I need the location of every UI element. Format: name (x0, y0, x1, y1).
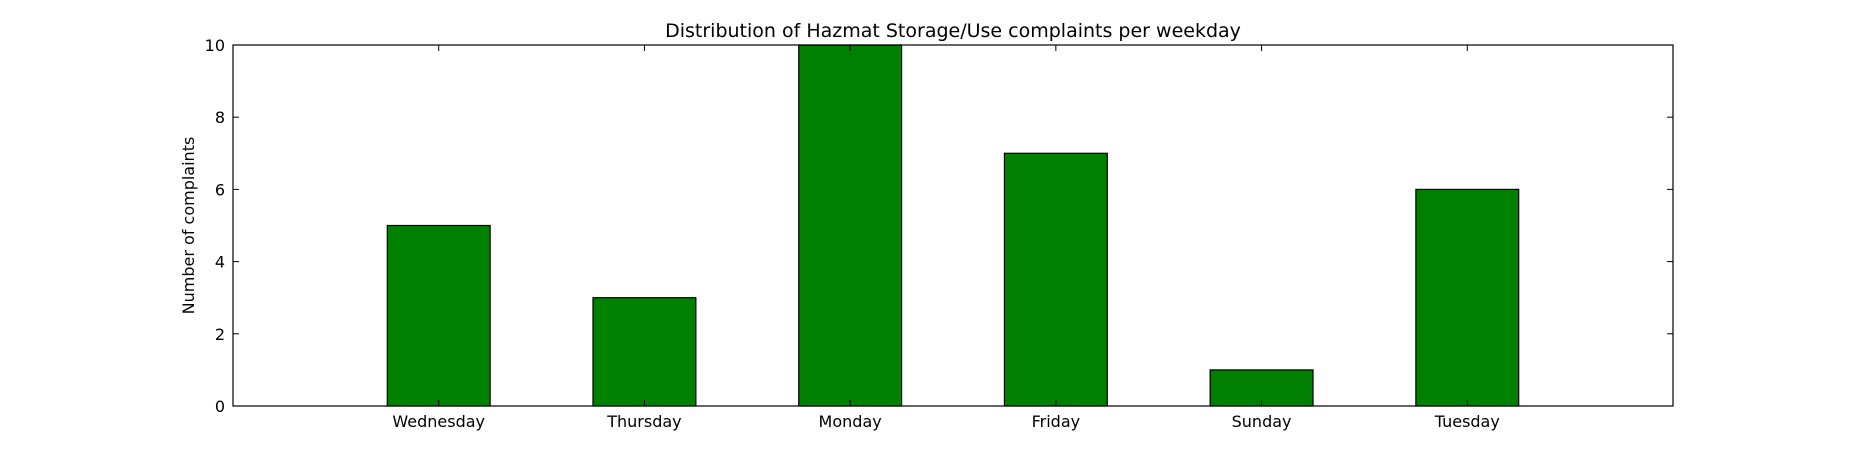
y-tick-label: 2 (215, 325, 225, 344)
bar-sunday (1209, 369, 1314, 407)
ticks-layer: 0 2 4 6 8 10 Wednesday Thursday Monday Friday Sund… (205, 36, 1673, 431)
y-tick-label: 8 (215, 108, 225, 127)
x-tick-label: Wednesday (392, 412, 485, 431)
bar-monday (798, 44, 903, 407)
y-tick-label: 0 (215, 397, 225, 416)
y-tick-label: 10 (205, 36, 225, 55)
bar-friday (1003, 152, 1108, 407)
y-tick-label: 4 (215, 253, 225, 272)
x-tick-label: Sunday (1232, 412, 1292, 431)
y-axis-label: Number of complaints (179, 137, 198, 315)
x-tick-label: Monday (819, 412, 882, 431)
bar-wednesday (386, 224, 491, 407)
x-tick-label: Thursday (606, 412, 681, 431)
bars-layer (386, 44, 1520, 407)
x-tick-label: Tuesday (1434, 412, 1500, 431)
x-tick-label: Friday (1032, 412, 1081, 431)
y-tick-label: 6 (215, 180, 225, 199)
chart-title: Distribution of Hazmat Storage/Use compl… (665, 20, 1241, 42)
bar-tuesday (1415, 188, 1520, 407)
plot-frame (232, 44, 1674, 407)
bar-thursday (592, 297, 697, 407)
